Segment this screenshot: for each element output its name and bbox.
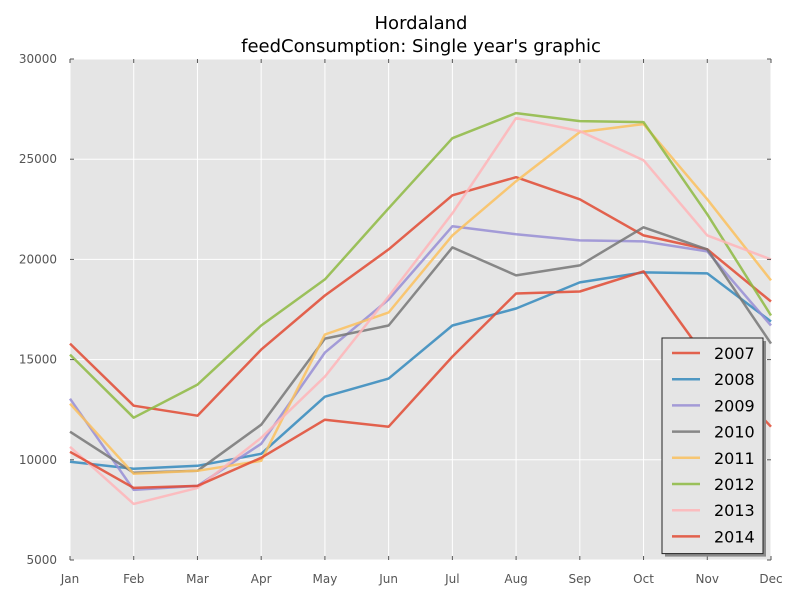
- chart-subtitle: feedConsumption: Single year's graphic: [241, 36, 601, 57]
- y-tick-label: 20000: [19, 252, 57, 266]
- legend-label: 2012: [714, 475, 755, 494]
- x-axis-ticks: Jan Feb Mar Apr May Jun Jul Aug Sep Oct Nov Dec: [60, 59, 783, 586]
- series-line-2007: [69, 175, 772, 417]
- legend-label: 2014: [714, 527, 755, 546]
- y-tick-label: 5000: [26, 553, 57, 567]
- x-tick-label: Apr: [251, 572, 272, 586]
- y-tick-label: 30000: [19, 52, 57, 66]
- legend-box: [661, 337, 764, 555]
- legend-label: 2010: [714, 423, 755, 442]
- x-tick-label: Dec: [759, 572, 782, 586]
- y-axis-ticks: 5000 10000 15000 20000 25000 30000: [19, 52, 771, 567]
- x-tick-label: Aug: [504, 572, 527, 586]
- legend-label: 2008: [714, 370, 755, 389]
- x-tick-label: May: [313, 572, 338, 586]
- chart-title: Hordaland: [375, 13, 468, 34]
- legend-label: 2009: [714, 396, 755, 415]
- x-tick-label: Feb: [123, 572, 144, 586]
- y-tick-label: 10000: [19, 453, 57, 467]
- legend-label: 2007: [714, 344, 755, 363]
- y-tick-label: 15000: [19, 353, 57, 367]
- x-tick-label: Oct: [633, 572, 654, 586]
- series-line-2013: [69, 116, 772, 506]
- x-tick-label: Sep: [569, 572, 592, 586]
- y-tick-label: 25000: [19, 152, 57, 166]
- series-line-2012: [69, 111, 773, 419]
- x-tick-label: Jul: [444, 572, 459, 586]
- legend-label: 2013: [714, 501, 755, 520]
- x-tick-label: Nov: [696, 572, 719, 586]
- x-tick-label: Mar: [186, 572, 209, 586]
- plot-area: [70, 59, 771, 560]
- series-line-2008: [69, 271, 772, 471]
- x-tick-label: Jan: [60, 572, 80, 586]
- x-tick-label: Jun: [378, 572, 398, 586]
- series-lines: [68, 111, 773, 506]
- legend: 2007 2008 2009 2010 2011 2012 2013 2014: [661, 337, 766, 557]
- series-line-2014: [69, 270, 772, 490]
- legend-label: 2011: [714, 449, 755, 468]
